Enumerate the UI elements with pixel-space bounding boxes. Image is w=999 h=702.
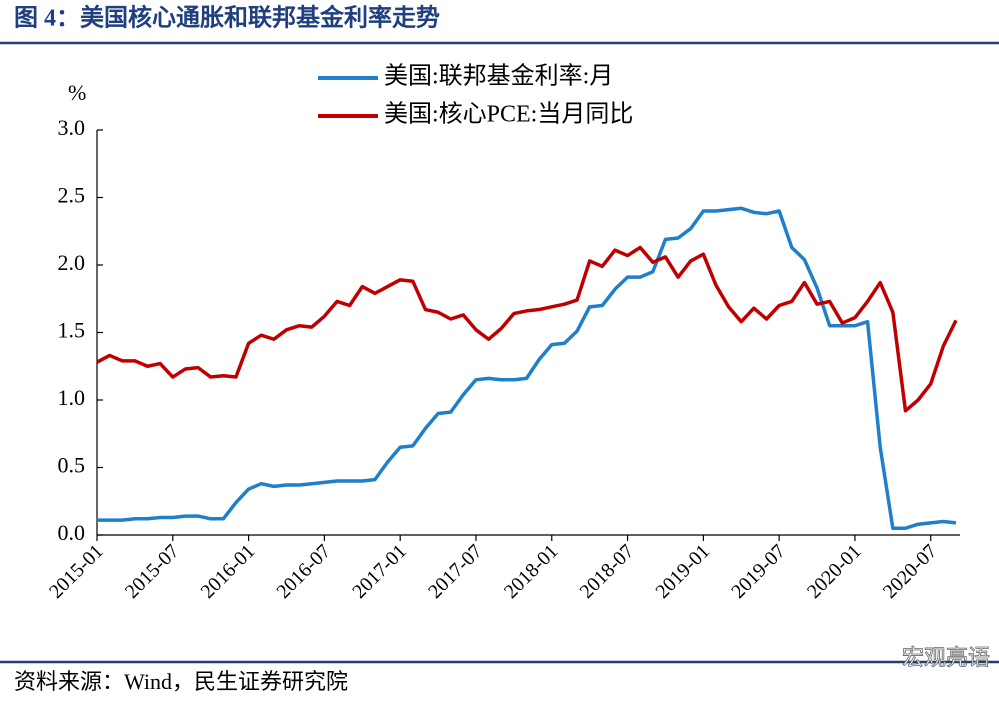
x-tick-label: 2016-01	[197, 540, 260, 603]
x-tick-label: 2017-01	[348, 540, 411, 603]
y-tick-label: 0.0	[58, 520, 86, 545]
x-tick-label: 2018-01	[500, 540, 563, 603]
line-series	[97, 206, 957, 530]
y-tick-label: 1.5	[58, 318, 86, 343]
line-series	[96, 245, 958, 413]
x-tick-label: 2017-07	[424, 540, 487, 603]
y-tick-label: 2.0	[58, 250, 86, 275]
source: 资料来源：Wind，民生证券研究院	[14, 669, 348, 694]
watermark: 宏观亮语	[902, 645, 990, 670]
y-tick-label: 1.0	[58, 385, 86, 410]
x-tick-label: 2015-07	[121, 540, 184, 603]
x-tick-label: 2019-07	[727, 540, 790, 603]
x-tick-label: 2016-07	[272, 540, 335, 603]
legend-label: 美国:联邦基金利率:月	[384, 63, 613, 90]
legend-label: 美国:核心PCE:当月同比	[384, 101, 633, 128]
y-tick-label: 3.0	[58, 115, 86, 140]
x-tick-label: 2020-01	[803, 540, 866, 603]
chart-title: 图 4：美国核心通胀和联邦基金利率走势	[14, 4, 440, 32]
y-axis-label: %	[68, 80, 86, 105]
x-tick-label: 2019-01	[651, 540, 714, 603]
y-tick-label: 2.5	[58, 183, 86, 208]
x-tick-label: 2015-01	[45, 540, 108, 603]
y-tick-label: 0.5	[58, 453, 86, 478]
x-tick-label: 2018-07	[576, 540, 639, 603]
x-tick-label: 2020-07	[879, 540, 942, 603]
